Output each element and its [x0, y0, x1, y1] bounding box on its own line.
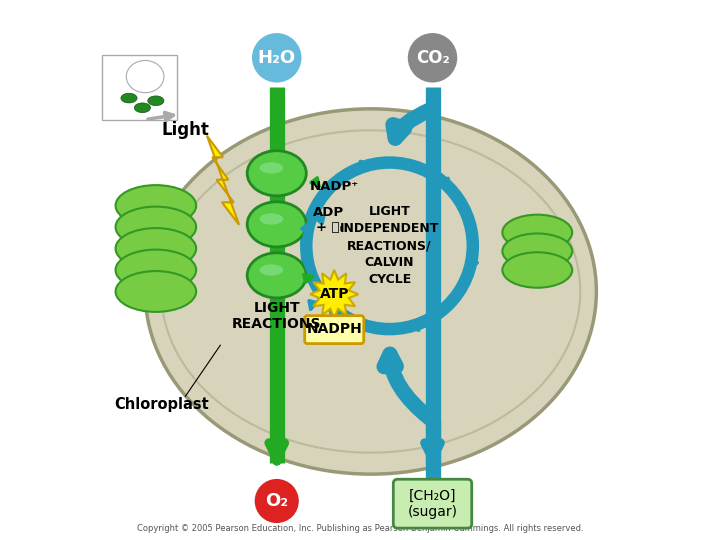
- Ellipse shape: [121, 93, 137, 103]
- Text: H₂O: H₂O: [258, 49, 296, 67]
- Ellipse shape: [503, 233, 572, 269]
- Ellipse shape: [503, 252, 572, 288]
- FancyBboxPatch shape: [102, 55, 177, 119]
- Ellipse shape: [116, 207, 196, 247]
- Polygon shape: [310, 270, 359, 319]
- Ellipse shape: [116, 228, 196, 269]
- Ellipse shape: [259, 163, 283, 173]
- Ellipse shape: [116, 249, 196, 291]
- Ellipse shape: [259, 265, 283, 275]
- Text: [CH₂O]
(sugar): [CH₂O] (sugar): [408, 489, 457, 519]
- Ellipse shape: [126, 60, 164, 93]
- Ellipse shape: [503, 215, 572, 250]
- Circle shape: [251, 32, 302, 84]
- Text: LIGHT
INDEPENDENT
REACTIONS/
CALVIN
CYCLE: LIGHT INDEPENDENT REACTIONS/ CALVIN CYCL…: [340, 205, 439, 286]
- Text: LIGHT
REACTIONS: LIGHT REACTIONS: [232, 301, 322, 331]
- Ellipse shape: [148, 96, 164, 106]
- Polygon shape: [207, 136, 239, 225]
- Ellipse shape: [247, 253, 306, 298]
- Circle shape: [407, 32, 459, 84]
- Text: NADP⁺: NADP⁺: [310, 180, 359, 193]
- FancyBboxPatch shape: [305, 316, 364, 343]
- Text: O₂: O₂: [265, 492, 288, 510]
- Text: NADPH: NADPH: [306, 322, 362, 336]
- Text: ATP: ATP: [320, 287, 349, 301]
- Ellipse shape: [145, 109, 596, 474]
- Ellipse shape: [135, 103, 150, 113]
- Text: CO₂: CO₂: [415, 49, 449, 67]
- FancyBboxPatch shape: [393, 479, 472, 528]
- Ellipse shape: [116, 271, 196, 312]
- Circle shape: [253, 478, 300, 524]
- Ellipse shape: [247, 151, 306, 196]
- Text: Copyright © 2005 Pearson Education, Inc. Publishing as Pearson Benjamin Cummings: Copyright © 2005 Pearson Education, Inc.…: [137, 524, 583, 533]
- Text: Chloroplast: Chloroplast: [114, 397, 209, 412]
- Text: ADP
+ Ⓙᵢ: ADP + Ⓙᵢ: [313, 206, 344, 234]
- Ellipse shape: [116, 185, 196, 226]
- Ellipse shape: [259, 213, 283, 225]
- Ellipse shape: [247, 202, 306, 247]
- Text: Light: Light: [161, 122, 210, 139]
